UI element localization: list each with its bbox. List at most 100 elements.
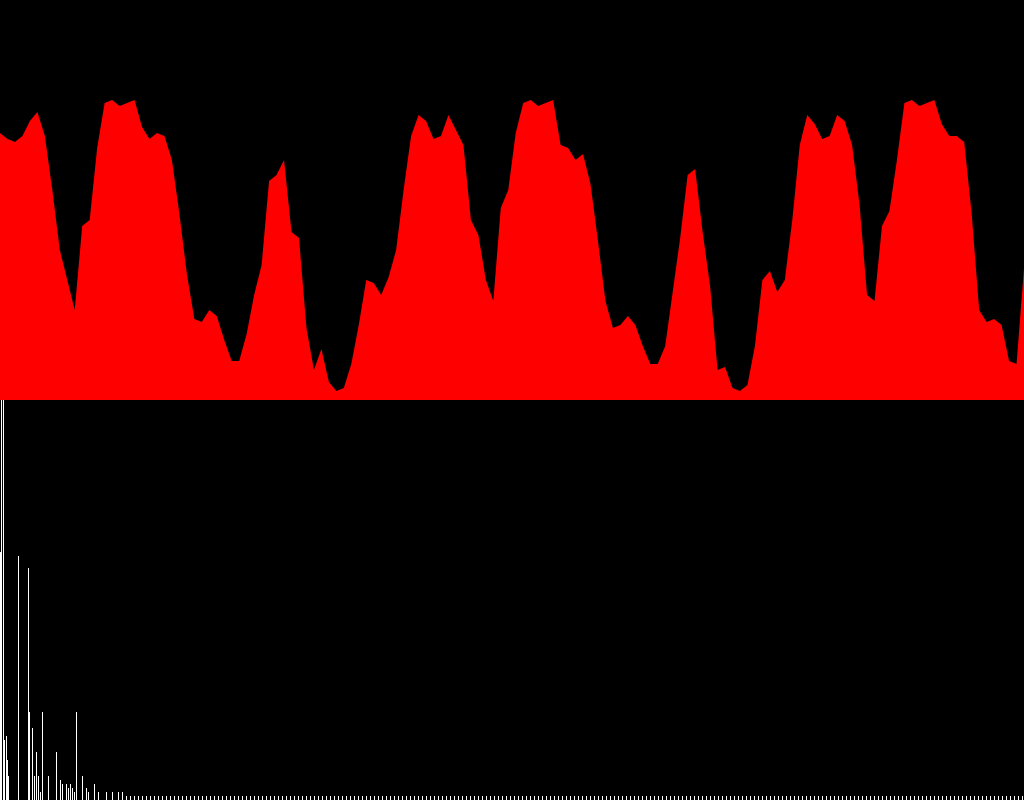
spectrum-bar [186, 796, 187, 800]
spectrum-bar [410, 796, 411, 800]
spectrum-bar [346, 796, 347, 800]
spectrum-bar [678, 796, 679, 800]
spectrum-bar [40, 792, 41, 800]
spectrum-bar [726, 796, 727, 800]
spectrum-bar [62, 784, 63, 800]
spectrum-bar [834, 796, 835, 800]
spectrum-bar [886, 796, 887, 800]
spectrum-bar [150, 796, 151, 800]
spectrum-bar [450, 796, 451, 800]
spectrum-bar [406, 796, 407, 800]
spectrum-bar [1, 400, 2, 800]
spectrum-bar [506, 796, 507, 800]
spectrum-bar [430, 796, 431, 800]
spectrum-bar [70, 784, 71, 800]
spectrum-bar [910, 796, 911, 800]
spectrum-bar [442, 796, 443, 800]
spectrum-bar [554, 796, 555, 800]
spectrum-bar [76, 712, 77, 800]
spectrum-bar [594, 796, 595, 800]
spectrum-bar [98, 792, 99, 800]
spectrum-bar [194, 796, 195, 800]
spectrum-bar [842, 796, 843, 800]
spectrum-bar [390, 796, 391, 800]
spectrum-bar [138, 796, 139, 800]
spectrum-bar [214, 796, 215, 800]
spectrum-bar [274, 796, 275, 800]
spectrum-bar [854, 796, 855, 800]
spectrum-bar [950, 796, 951, 800]
spectrum-bar [630, 796, 631, 800]
spectrum-bar [490, 796, 491, 800]
spectrum-bar [170, 796, 171, 800]
spectrum-bar [74, 792, 75, 800]
spectrum-bar [68, 788, 69, 800]
spectrum-bar [718, 796, 719, 800]
spectrum-bar [82, 776, 83, 800]
spectrum-bar [546, 796, 547, 800]
spectrum-bar [690, 796, 691, 800]
spectrum-bar [618, 796, 619, 800]
spectrum-bar [530, 796, 531, 800]
spectrum-bar [698, 796, 699, 800]
spectrum-bar [870, 796, 871, 800]
spectrum-bar [446, 796, 447, 800]
spectrum-bar [534, 796, 535, 800]
spectrum-bar [602, 796, 603, 800]
spectrum-bar [122, 792, 123, 800]
spectrum-bar [486, 796, 487, 800]
spectrum-bar [358, 796, 359, 800]
spectrum-bar [994, 796, 995, 800]
spectrum-bar [462, 796, 463, 800]
spectrum-bar [202, 796, 203, 800]
spectrum-bar [470, 796, 471, 800]
spectrum-bar [858, 796, 859, 800]
spectrum-bar [934, 796, 935, 800]
spectrum-bar [402, 796, 403, 800]
spectrum-bar [318, 796, 319, 800]
spectrum-bar [210, 796, 211, 800]
spectrum-bar [302, 796, 303, 800]
spectrum-bar [974, 796, 975, 800]
spectrum-bar [6, 736, 7, 800]
spectrum-bar [238, 796, 239, 800]
spectrum-bar [342, 796, 343, 800]
spectrum-bar [434, 796, 435, 800]
spectrum-bar [578, 796, 579, 800]
spectrum-bar [310, 796, 311, 800]
waveform-panel [0, 100, 1024, 400]
spectrum-bar [32, 728, 33, 800]
spectrum-bar [986, 796, 987, 800]
spectrum-bar [658, 796, 659, 800]
spectrum-bar [378, 796, 379, 800]
spectrum-bar [770, 796, 771, 800]
spectrum-bar [66, 784, 67, 800]
spectrum-bar [850, 796, 851, 800]
spectrum-bar [930, 796, 931, 800]
spectrum-bar [826, 796, 827, 800]
spectrum-bar [158, 796, 159, 800]
spectrum-bar [570, 796, 571, 800]
spectrum-bar [146, 796, 147, 800]
spectrum-bar [654, 796, 655, 800]
spectrum-bar [622, 796, 623, 800]
spectrum-bar [966, 796, 967, 800]
spectrum-bar [394, 796, 395, 800]
spectrum-bar [954, 796, 955, 800]
spectrum-bar [522, 796, 523, 800]
spectrum-bar [902, 796, 903, 800]
spectrum-bar [890, 796, 891, 800]
waveform-area [0, 100, 1024, 400]
spectrum-bar [306, 796, 307, 800]
spectrum-bar [242, 796, 243, 800]
spectrum-bar [1010, 796, 1011, 800]
spectrum-bar [882, 796, 883, 800]
spectrum-bar [182, 796, 183, 800]
spectrum-bar [36, 752, 37, 800]
spectrum-bar [88, 792, 89, 800]
spectrum-bar [134, 796, 135, 800]
spectrum-bar [710, 796, 711, 800]
spectrum-bar [190, 796, 191, 800]
spectrum-bar [790, 796, 791, 800]
spectrum-bar [330, 796, 331, 800]
